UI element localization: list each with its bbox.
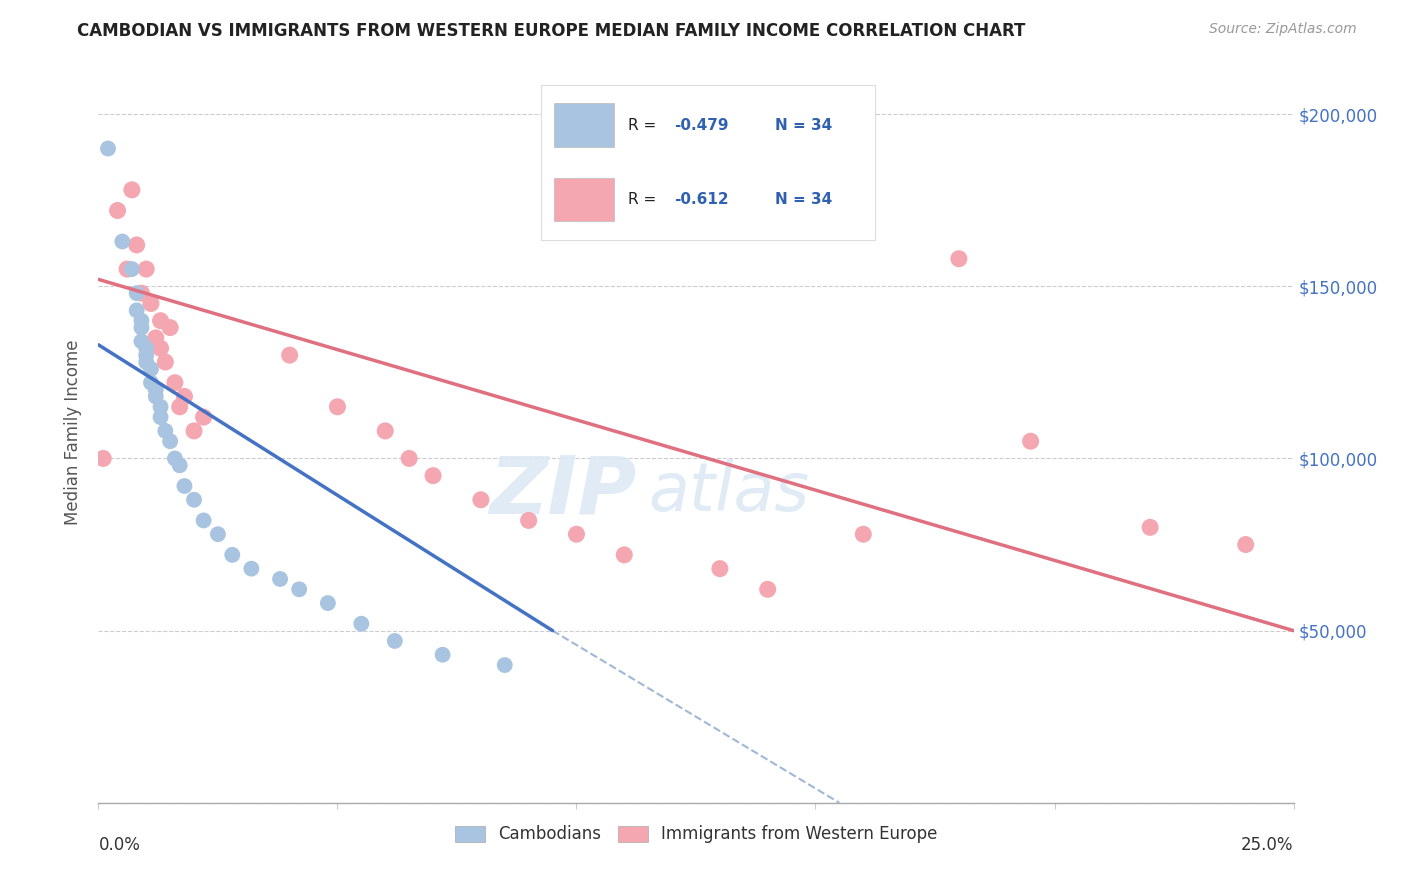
Point xyxy=(169,458,191,473)
Point xyxy=(470,492,492,507)
Point xyxy=(135,348,157,362)
Point xyxy=(288,582,311,597)
Point xyxy=(316,596,339,610)
Point xyxy=(145,389,167,403)
Text: Source: ZipAtlas.com: Source: ZipAtlas.com xyxy=(1209,22,1357,37)
Point xyxy=(398,451,420,466)
Point xyxy=(149,341,172,355)
Legend: Cambodians, Immigrants from Western Europe: Cambodians, Immigrants from Western Euro… xyxy=(449,819,943,850)
Point xyxy=(155,355,177,369)
Point xyxy=(149,314,172,328)
Y-axis label: Median Family Income: Median Family Income xyxy=(65,340,83,525)
Point xyxy=(384,634,406,648)
Point xyxy=(432,648,454,662)
Point xyxy=(240,561,263,575)
Text: 25.0%: 25.0% xyxy=(1241,836,1294,855)
Point xyxy=(115,262,138,277)
Text: atlas: atlas xyxy=(648,458,810,524)
Point xyxy=(135,341,157,355)
Point xyxy=(350,616,373,631)
Point xyxy=(131,286,153,301)
Point xyxy=(169,400,191,414)
Point xyxy=(125,286,148,301)
Point xyxy=(326,400,349,414)
Point xyxy=(852,527,875,541)
Point xyxy=(756,582,779,597)
Point xyxy=(125,303,148,318)
Point xyxy=(173,479,195,493)
Point xyxy=(948,252,970,266)
Point xyxy=(183,424,205,438)
Point xyxy=(131,320,153,334)
Point xyxy=(91,451,114,466)
Point xyxy=(193,513,215,527)
Text: CAMBODIAN VS IMMIGRANTS FROM WESTERN EUROPE MEDIAN FAMILY INCOME CORRELATION CHA: CAMBODIAN VS IMMIGRANTS FROM WESTERN EUR… xyxy=(77,22,1026,40)
Point xyxy=(1139,520,1161,534)
Point xyxy=(193,410,215,425)
Point xyxy=(163,451,186,466)
Point xyxy=(131,314,153,328)
Point xyxy=(163,376,186,390)
Point xyxy=(159,320,181,334)
Point xyxy=(374,424,396,438)
Point xyxy=(139,362,162,376)
Point xyxy=(159,434,181,449)
Point xyxy=(207,527,229,541)
Point xyxy=(221,548,243,562)
Text: 0.0%: 0.0% xyxy=(98,836,141,855)
Point xyxy=(121,183,143,197)
Point xyxy=(173,389,195,403)
Point xyxy=(149,400,172,414)
Point xyxy=(517,513,540,527)
Point xyxy=(149,410,172,425)
Point xyxy=(97,142,120,156)
Point xyxy=(269,572,291,586)
Point xyxy=(135,262,157,277)
Point xyxy=(107,203,129,218)
Point xyxy=(111,235,134,249)
Point xyxy=(422,468,444,483)
Point xyxy=(709,561,731,575)
Point xyxy=(183,492,205,507)
Point xyxy=(155,424,177,438)
Point xyxy=(613,548,636,562)
Point xyxy=(135,355,157,369)
Point xyxy=(121,262,143,277)
Point xyxy=(1019,434,1042,449)
Point xyxy=(145,383,167,397)
Point xyxy=(1234,537,1257,551)
Point xyxy=(278,348,301,362)
Point xyxy=(139,376,162,390)
Point xyxy=(565,527,588,541)
Point xyxy=(494,658,516,673)
Point xyxy=(125,238,148,252)
Text: ZIP: ZIP xyxy=(489,453,637,531)
Point xyxy=(131,334,153,349)
Point xyxy=(145,331,167,345)
Point xyxy=(139,296,162,310)
